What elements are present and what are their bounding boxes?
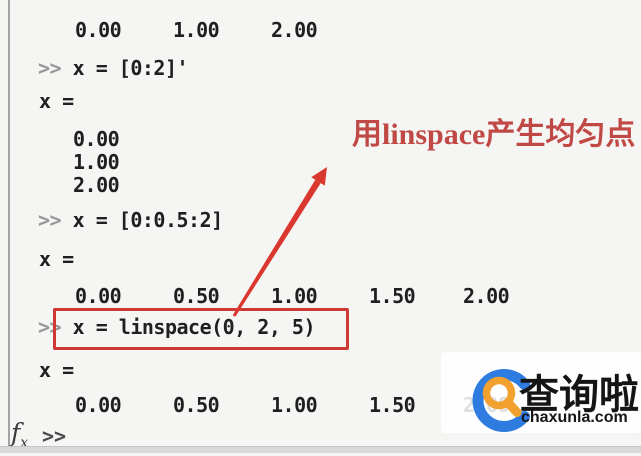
output-value: 1.50 bbox=[369, 393, 416, 417]
assign-label: x = bbox=[39, 358, 74, 382]
assign-label: x = bbox=[39, 247, 74, 271]
arrow-head bbox=[311, 167, 327, 186]
command-line-range[interactable]: >> x = [0:0.5:2] bbox=[38, 210, 223, 230]
output-value: 0.00 bbox=[75, 393, 122, 417]
output-value: 0.00 bbox=[73, 127, 120, 151]
assign-label: x = bbox=[39, 89, 74, 113]
prompt-symbol: >> bbox=[38, 208, 62, 232]
highlight-box bbox=[53, 308, 349, 350]
command-text: x = [0:2]' bbox=[72, 56, 189, 80]
output-value: 1.00 bbox=[271, 393, 318, 417]
output-value: 0.00 bbox=[75, 284, 122, 308]
command-line-transpose[interactable]: >> x = [0:2]' bbox=[38, 56, 189, 80]
output-value: 2.00 bbox=[271, 18, 318, 42]
logo-ring bbox=[472, 369, 530, 432]
output-value: 1.00 bbox=[73, 150, 120, 174]
output-value: 0.00 bbox=[75, 18, 122, 42]
command-line-linspace[interactable]: >> x = linspace(0, 2, 5) bbox=[38, 315, 316, 339]
output-value: 1.50 bbox=[369, 284, 416, 308]
watermark-brand: 查询啦 bbox=[519, 373, 639, 417]
bottom-scrollbar-track[interactable] bbox=[0, 446, 641, 453]
window-left-border bbox=[8, 0, 10, 447]
output-value: 0.50 bbox=[173, 393, 220, 417]
output-value: 1.00 bbox=[173, 18, 220, 42]
fx-function-hint-icon[interactable]: fx bbox=[11, 418, 29, 452]
command-text: x = linspace(0, 2, 5) bbox=[72, 315, 316, 339]
magnifier-logo-icon bbox=[472, 369, 530, 432]
output-value: 1.00 bbox=[271, 284, 318, 308]
output-value: 0.50 bbox=[173, 284, 220, 308]
watermark-domain: chaxunla.com bbox=[521, 409, 628, 426]
magnifier-handle bbox=[503, 398, 522, 417]
output-value: 2.00 bbox=[463, 284, 510, 308]
command-text: x = [0:0.5:2] bbox=[72, 208, 224, 232]
active-prompt[interactable]: >> bbox=[42, 424, 67, 448]
magnifier-lens bbox=[482, 376, 516, 410]
output-value: 2.00 bbox=[73, 173, 120, 197]
prompt-symbol: >> bbox=[38, 56, 62, 80]
annotation-text: 用linspace产生均匀点 bbox=[352, 118, 636, 151]
